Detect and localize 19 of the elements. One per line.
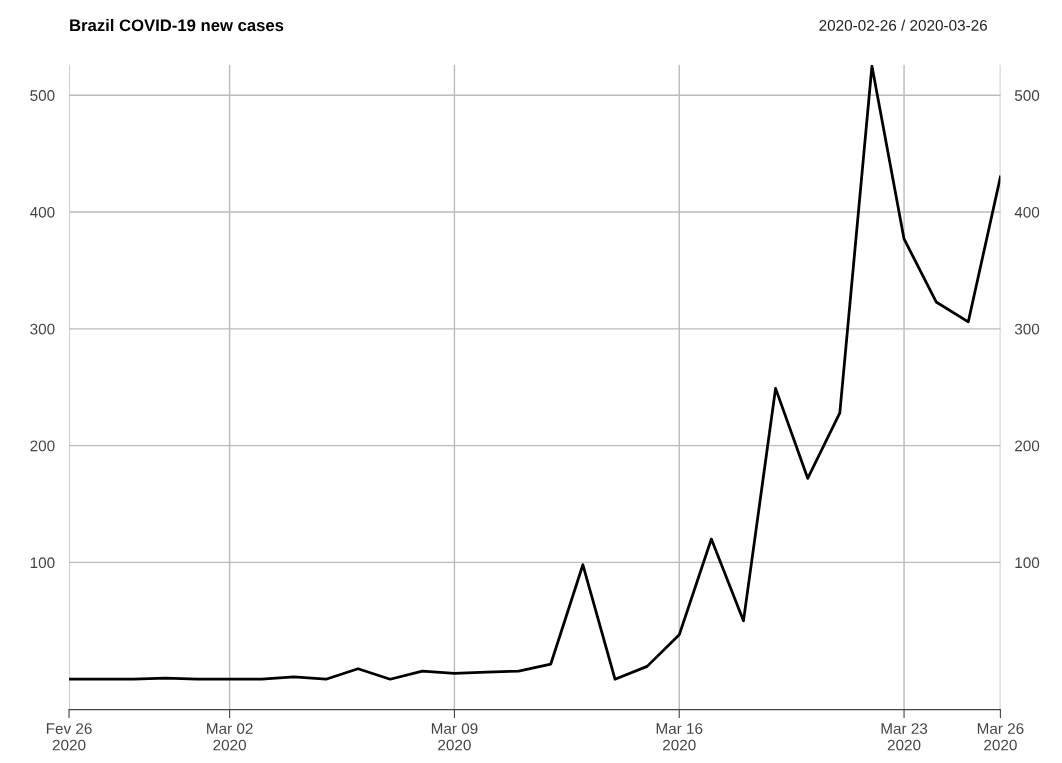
y2-tick-label: 500: [1014, 90, 1040, 101]
x-tick-label: Fev 26 2020: [46, 723, 92, 751]
x-tick-label: Mar 23 2020: [881, 723, 928, 751]
x-tick-label: Mar 02 2020: [207, 723, 253, 751]
y2-tick-label: 100: [1015, 557, 1040, 569]
chart-subtitle: 2020-02-26 / 2020-03-26: [819, 19, 988, 31]
x-tick-label: Mar 16 2020: [656, 723, 703, 751]
y2-tick-label: 400: [1014, 206, 1040, 218]
x-tick-label: Mar 26 2020: [977, 723, 1024, 751]
y2-tick-label: 300: [1014, 323, 1040, 335]
chart-title: Brazil COVID-19 new cases: [70, 18, 284, 32]
y-tick-label: 200: [30, 440, 55, 452]
y-tick-label: 400: [30, 206, 55, 218]
line-series: [69, 64, 1001, 681]
y-tick-label: 300: [30, 323, 55, 335]
y-tick-label: 100: [30, 557, 55, 569]
y-tick-label: 500: [30, 90, 55, 101]
y2-tick-label: 200: [1015, 440, 1040, 452]
x-tick-label: Mar 09 2020: [431, 723, 478, 751]
